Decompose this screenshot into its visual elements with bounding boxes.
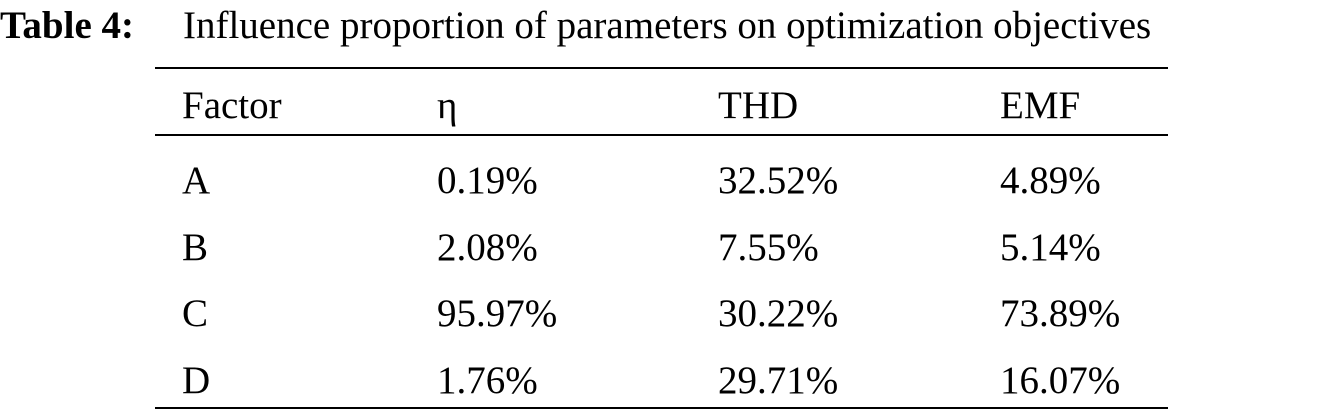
table-cell: 16.07% bbox=[1000, 358, 1121, 402]
table-cell: C bbox=[182, 292, 209, 335]
table-cell: 30.22% bbox=[718, 292, 839, 335]
header-cell: Factor bbox=[182, 84, 282, 127]
table-cell: 5.14% bbox=[1000, 225, 1101, 269]
table-cell: 73.89% bbox=[1000, 292, 1121, 335]
top-rule bbox=[155, 67, 1168, 69]
table-cell: 2.08% bbox=[437, 225, 538, 269]
caption-label: Table 4: bbox=[0, 4, 135, 47]
bottom-rule bbox=[155, 407, 1168, 409]
header-cell: η bbox=[437, 84, 458, 127]
table-cell: 32.52% bbox=[718, 159, 839, 202]
table-cell: A bbox=[182, 159, 211, 202]
table-cell: 29.71% bbox=[718, 358, 839, 402]
table-cell: 95.97% bbox=[437, 292, 558, 335]
table-cell: B bbox=[182, 225, 209, 269]
table-cell: D bbox=[182, 358, 211, 402]
table-cell: 1.76% bbox=[437, 358, 538, 402]
table-cell: 0.19% bbox=[437, 159, 538, 202]
caption-text: Influence proportion of parameters on op… bbox=[183, 4, 1152, 47]
header-cell: EMF bbox=[1000, 84, 1081, 127]
mid-rule bbox=[155, 134, 1168, 136]
header-cell: THD bbox=[718, 84, 799, 127]
table-cell: 4.89% bbox=[1000, 159, 1101, 202]
table-cell: 7.55% bbox=[718, 225, 819, 269]
